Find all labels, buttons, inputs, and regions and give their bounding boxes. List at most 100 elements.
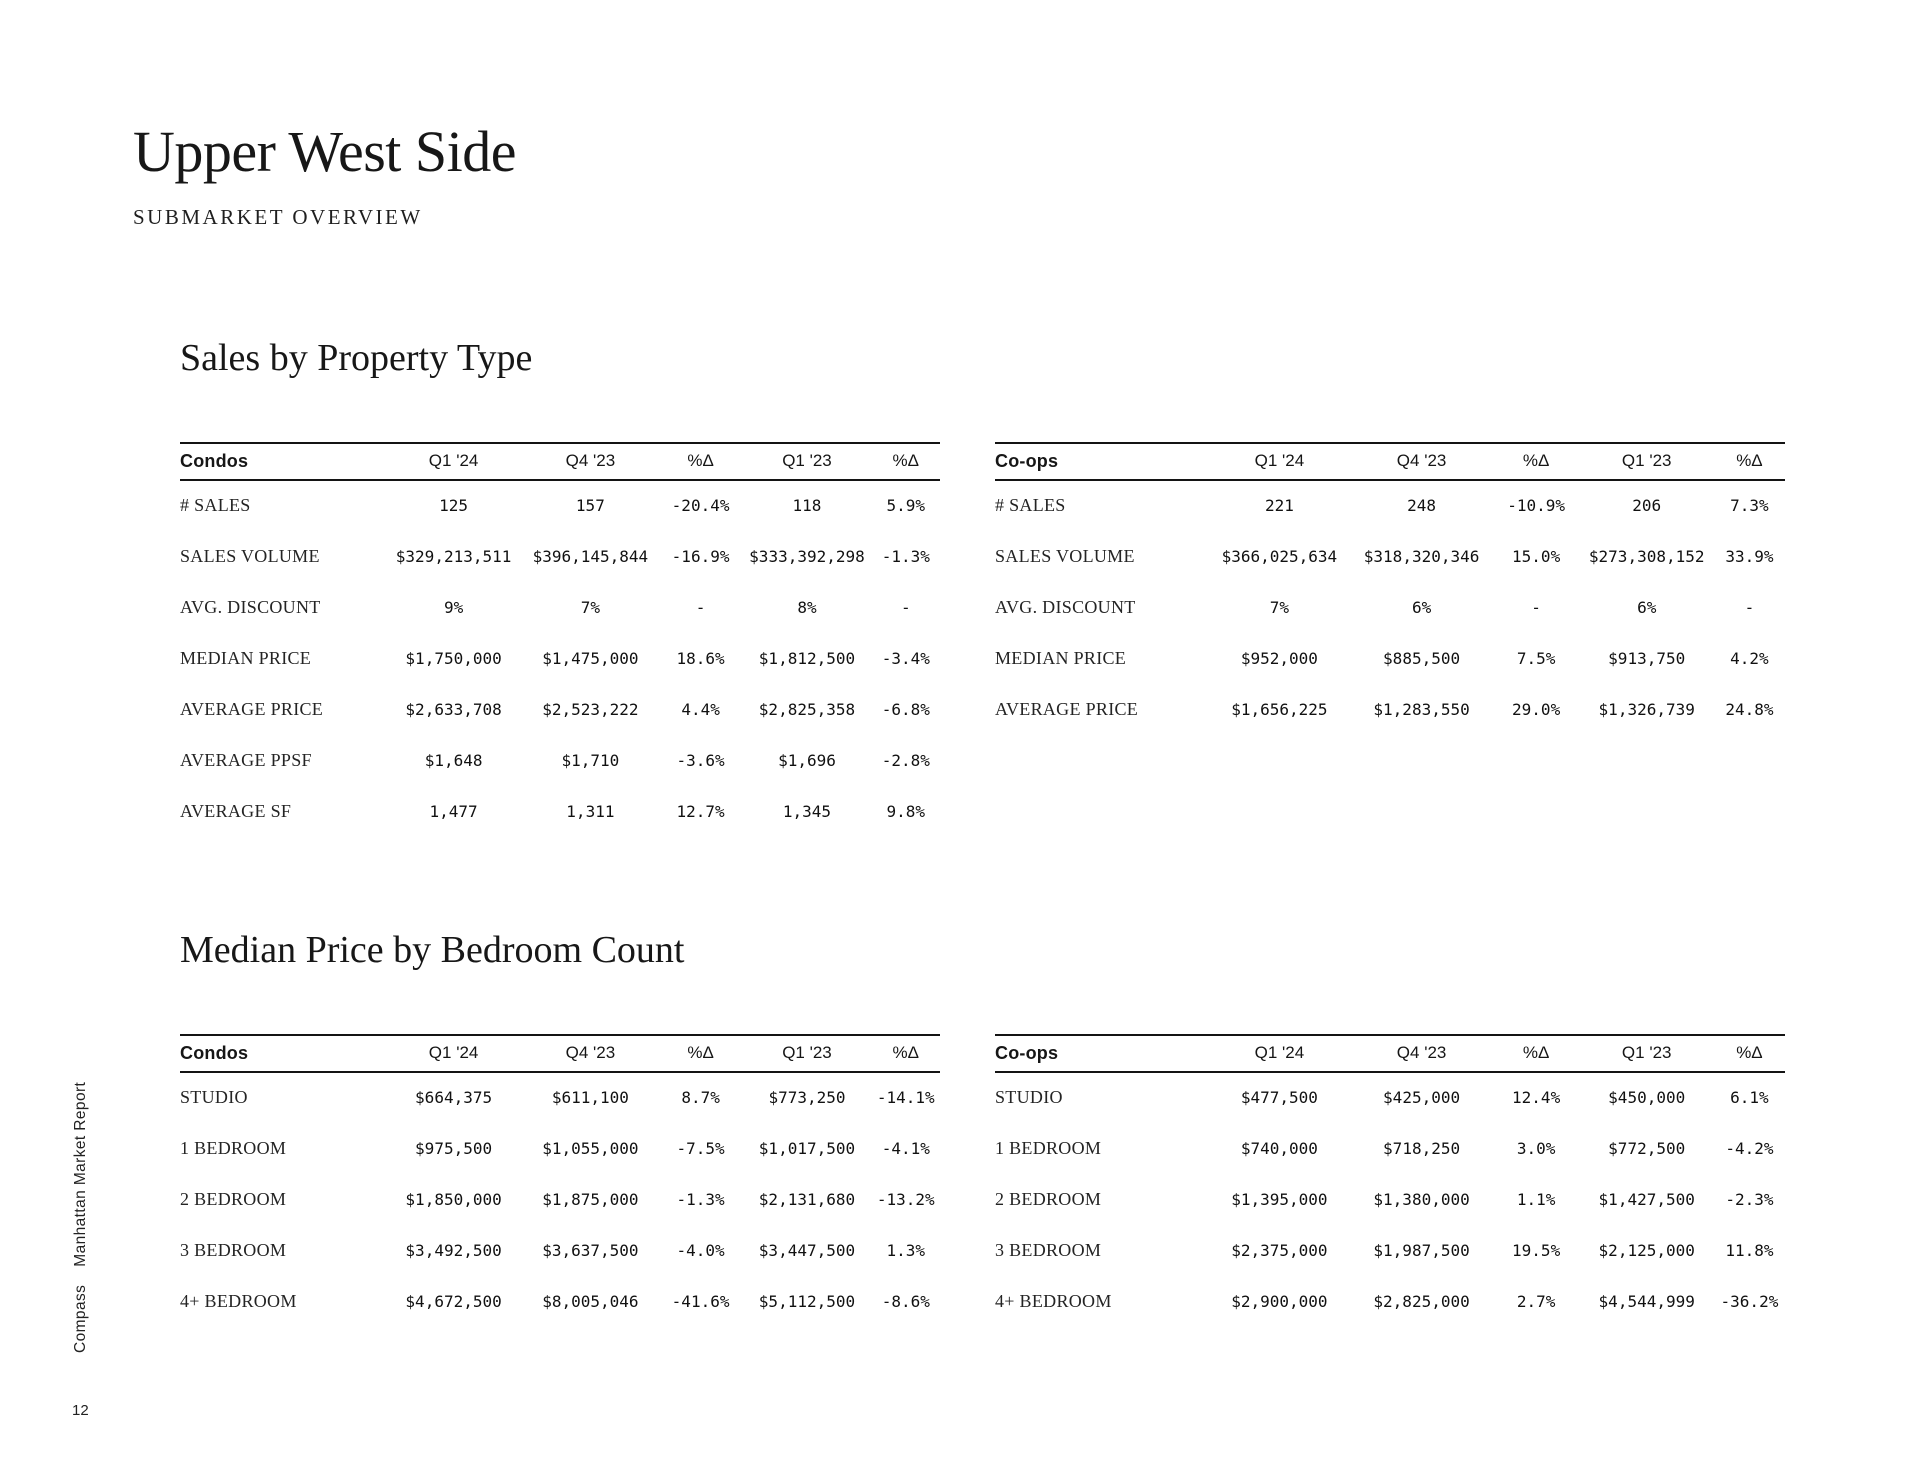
- column-header: Q1 '23: [742, 1034, 872, 1073]
- table-row: 1 BEDROOM $975,500 $1,055,000 -7.5% $1,017,5…: [180, 1123, 940, 1174]
- table-cell: 8%: [797, 597, 817, 617]
- column-header: Q1 '23: [742, 442, 872, 481]
- table-cell: $611,100: [551, 1088, 629, 1108]
- table-entity-label: Condos: [180, 1034, 386, 1073]
- table-cell: $1,283,550: [1373, 699, 1470, 719]
- table-row: 2 BEDROOM $1,850,000 $1,875,000 -1.3% $2,131…: [180, 1174, 940, 1225]
- table-cell: 1,345: [782, 801, 832, 821]
- table-cell: $5,112,500: [758, 1291, 856, 1311]
- table-cell: $885,500: [1383, 648, 1461, 668]
- table-cell: 7.3%: [1730, 496, 1769, 516]
- column-header: Q1 '23: [1579, 1034, 1714, 1073]
- table-cell: 7%: [580, 597, 601, 617]
- table-cell: 6.1%: [1730, 1088, 1769, 1108]
- table-cell: 248: [1407, 496, 1437, 516]
- table-cell: 11.8%: [1725, 1240, 1774, 1260]
- table-row: STUDIO $664,375 $611,100 8.7% $773,250 -14.1%: [180, 1072, 940, 1123]
- table-cell: -8.6%: [881, 1291, 930, 1311]
- table-cell: -: [1531, 597, 1541, 617]
- table-cell: $2,131,680: [758, 1189, 856, 1209]
- condos-bedroom-table: Condos Q1 '24 Q4 '23 %Δ Q1 '23 %Δ STUDIO…: [180, 1033, 940, 1327]
- row-label: 1 BEDROOM: [995, 1137, 1102, 1158]
- table-cell: $1,326,739: [1598, 699, 1695, 719]
- table-cell: -4.1%: [881, 1138, 930, 1158]
- table-entity-label: Condos: [180, 442, 386, 481]
- table-cell: 1.3%: [886, 1240, 926, 1260]
- table-cell: 5.9%: [886, 496, 926, 516]
- column-header: %Δ: [1713, 1034, 1785, 1073]
- row-label: STUDIO: [180, 1087, 248, 1108]
- table-cell: $1,710: [561, 750, 620, 770]
- row-label: MEDIAN PRICE: [995, 647, 1127, 668]
- table-cell: $1,812,500: [758, 648, 856, 668]
- column-header: %Δ: [1492, 1034, 1580, 1073]
- column-header: Q1 '23: [1579, 442, 1714, 481]
- section-median-price-by-bedroom-count: Median Price by Bedroom Count Condos Q1 …: [180, 928, 1785, 1327]
- table-row: MEDIAN PRICE $952,000 $885,500 7.5% $913,750…: [995, 633, 1785, 684]
- table-cell: 6%: [1411, 597, 1432, 617]
- page-number: 12: [72, 1402, 89, 1419]
- table-cell: -: [900, 597, 911, 617]
- column-header: Q1 '24: [385, 442, 522, 481]
- row-label: STUDIO: [995, 1087, 1063, 1108]
- table-row: AVG. DISCOUNT 7% 6% - 6% -: [995, 582, 1785, 633]
- table-cell: $2,825,358: [758, 699, 856, 719]
- table-cell: $664,375: [415, 1088, 493, 1108]
- table-cell: -: [1744, 597, 1755, 617]
- table-row: # SALES 125 157 -20.4% 118 5.9%: [180, 480, 940, 531]
- table-row: SALES VOLUME $329,213,511 $396,145,844 -16.…: [180, 531, 940, 582]
- table-row: 1 BEDROOM $740,000 $718,250 3.0% $772,500 -4.…: [995, 1123, 1785, 1174]
- table-cell: -36.2%: [1720, 1291, 1779, 1311]
- table-cell: $3,492,500: [405, 1240, 502, 1260]
- table-cell: $913,750: [1608, 648, 1686, 668]
- table-header-row: Condos Q1 '24 Q4 '23 %Δ Q1 '23 %Δ: [180, 1034, 940, 1073]
- table-cell: $1,750,000: [405, 648, 502, 668]
- table-entity-label: Co-ops: [995, 442, 1209, 481]
- table-cell: $3,447,500: [758, 1240, 856, 1260]
- section-heading-bedroom: Median Price by Bedroom Count: [180, 929, 685, 971]
- table-cell: 15.0%: [1512, 546, 1561, 566]
- row-label: 4+ BEDROOM: [995, 1290, 1112, 1311]
- table-cell: $773,250: [768, 1088, 846, 1108]
- table-cell: -: [695, 597, 706, 617]
- sales-tables-row: Condos Q1 '24 Q4 '23 %Δ Q1 '23 %Δ # SALE…: [180, 441, 1785, 837]
- table-cell: 221: [1264, 496, 1294, 516]
- table-cell: $1,475,000: [542, 648, 639, 668]
- row-label: # SALES: [995, 495, 1066, 516]
- table-cell: -3.6%: [676, 750, 725, 770]
- row-label: # SALES: [180, 495, 251, 516]
- table-cell: $8,005,046: [542, 1291, 639, 1311]
- table-cell: $2,633,708: [405, 699, 502, 719]
- table-cell: -2.8%: [881, 750, 930, 770]
- table-cell: -10.9%: [1507, 496, 1566, 516]
- column-header: %Δ: [658, 442, 743, 481]
- row-label: AVERAGE PPSF: [180, 749, 312, 770]
- table-cell: -7.5%: [676, 1138, 725, 1158]
- table-cell: $329,213,511: [395, 546, 512, 566]
- table-row: 2 BEDROOM $1,395,000 $1,380,000 1.1% $1,427,…: [995, 1174, 1785, 1225]
- table-cell: $4,544,999: [1598, 1291, 1695, 1311]
- table-cell: 4.2%: [1730, 648, 1769, 668]
- table-cell: $425,000: [1383, 1088, 1461, 1108]
- row-label: SALES VOLUME: [995, 545, 1135, 566]
- sidebar-vertical-text: Compass Manhattan Market Report: [72, 1082, 90, 1353]
- column-header: Q1 '24: [1208, 442, 1351, 481]
- table-header-row: Co-ops Q1 '24 Q4 '23 %Δ Q1 '23 %Δ: [995, 1034, 1785, 1073]
- table-cell: 18.6%: [676, 648, 725, 668]
- table-cell: $1,380,000: [1373, 1189, 1470, 1209]
- table-cell: 1,311: [566, 801, 615, 821]
- row-label: 2 BEDROOM: [995, 1188, 1102, 1209]
- table-cell: $1,648: [424, 750, 483, 770]
- page-title: Upper West Side: [133, 119, 517, 184]
- table-cell: $2,523,222: [542, 699, 639, 719]
- table-cell: 33.9%: [1725, 546, 1774, 566]
- table-cell: $2,825,000: [1373, 1291, 1470, 1311]
- table-cell: $1,017,500: [758, 1138, 856, 1158]
- row-label: 3 BEDROOM: [180, 1239, 287, 1260]
- table-cell: $1,696: [778, 750, 836, 770]
- column-header: %Δ: [871, 442, 940, 481]
- table-cell: -4.0%: [676, 1240, 725, 1260]
- table-cell: 8.7%: [681, 1088, 720, 1108]
- column-header: Q1 '24: [1208, 1034, 1351, 1073]
